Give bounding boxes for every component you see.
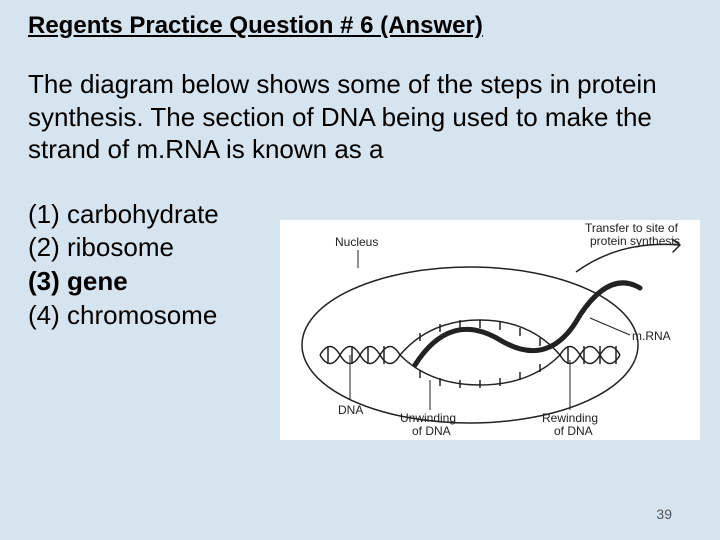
transfer-label: Transfer to site ofprotein synthesis [585, 221, 680, 248]
slide-title: Regents Practice Question # 6 (Answer) [28, 12, 692, 40]
slide: Regents Practice Question # 6 (Answer) T… [0, 0, 720, 540]
unwind-label: Unwindingof DNA [400, 411, 456, 438]
dna-label: DNA [338, 403, 363, 417]
diagram-svg: Nucleus DNA Unwindingof DNA Rewindingof … [280, 220, 700, 440]
protein-synthesis-diagram: Nucleus DNA Unwindingof DNA Rewindingof … [280, 220, 700, 440]
mrna-leader [590, 318, 630, 335]
nucleus-label: Nucleus [335, 235, 378, 249]
page-number: 39 [656, 506, 672, 522]
question-text: The diagram below shows some of the step… [28, 68, 668, 166]
rewind-label: Rewindingof DNA [542, 411, 598, 438]
nucleus-ellipse [302, 267, 638, 423]
mrna-label: m.RNA [632, 329, 671, 343]
